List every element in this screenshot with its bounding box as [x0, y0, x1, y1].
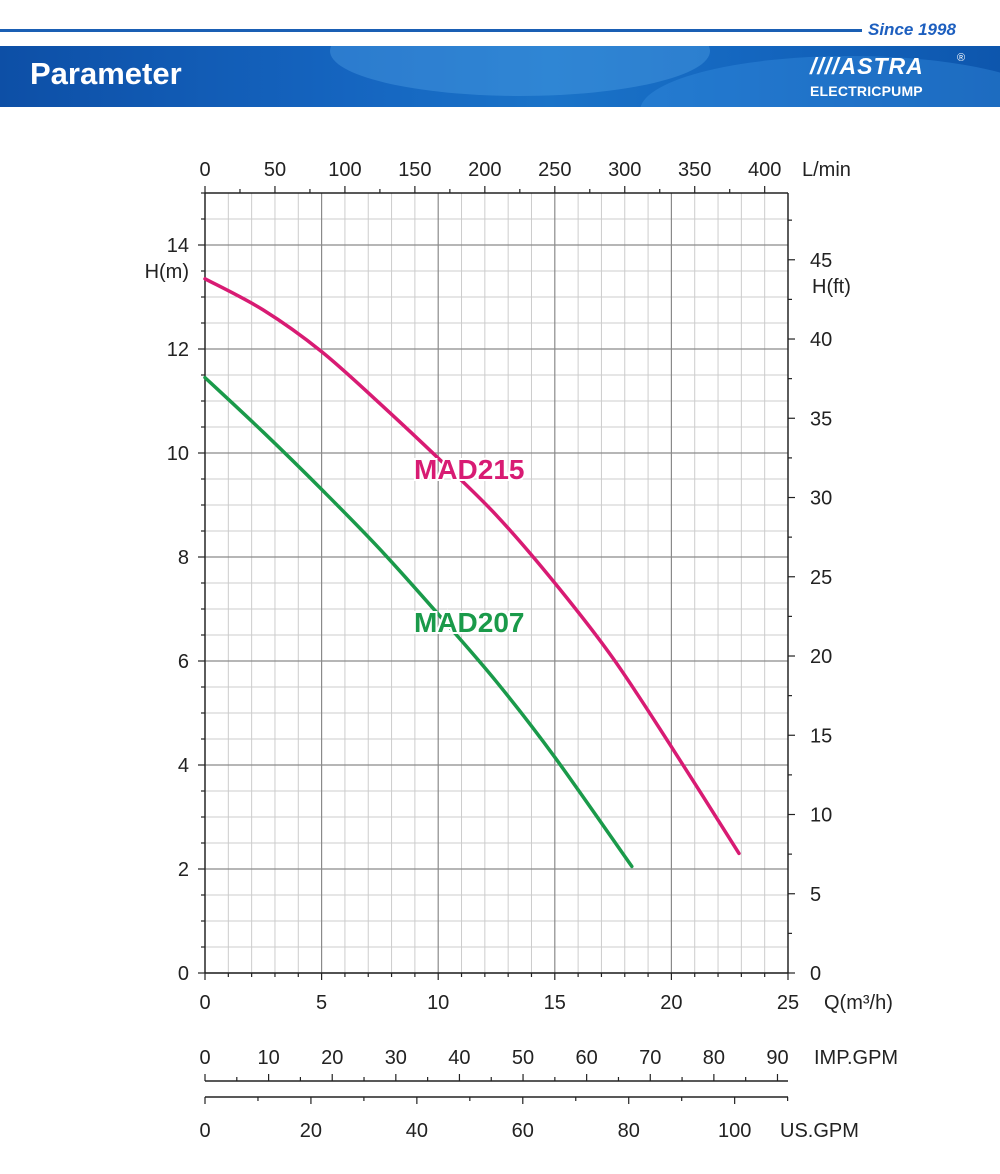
series-line-mad215 — [203, 277, 741, 856]
us-gpm-tick-label: 100 — [718, 1120, 751, 1142]
right-tick-label: 35 — [810, 408, 832, 430]
x-tick-label: 10 — [427, 992, 449, 1014]
imp-gpm-tick-label: 40 — [448, 1047, 470, 1069]
logo-subtitle: ELECTRICPUMP — [810, 83, 923, 99]
right-tick-label: 30 — [810, 488, 832, 510]
y-tick-label: 12 — [167, 339, 189, 361]
top-tick-label: 250 — [538, 159, 571, 181]
y-tick-label: 2 — [178, 859, 189, 881]
y-tick-label: 0 — [178, 963, 189, 985]
right-tick-label: 0 — [810, 963, 821, 985]
header-banner: Parameter ////ASTRA ® ELECTRICPUMP — [0, 46, 1000, 107]
top-tick-label: 400 — [748, 159, 781, 181]
page-title: Parameter — [30, 56, 182, 91]
x-tick-label: 15 — [544, 992, 566, 1014]
imp-gpm-tick-label: 0 — [199, 1047, 210, 1069]
right-tick-label: 10 — [810, 805, 832, 827]
x-tick-label: 25 — [777, 992, 799, 1014]
us-gpm-axis-title: US.GPM — [780, 1120, 859, 1142]
header-rule — [0, 29, 862, 32]
top-tick-label: 300 — [608, 159, 641, 181]
y-tick-label: 10 — [167, 443, 189, 465]
x-axis-title: Q(m³/h) — [824, 992, 893, 1014]
registered-mark: ® — [957, 52, 966, 64]
top-tick-label: 0 — [199, 159, 210, 181]
x-tick-label: 20 — [660, 992, 682, 1014]
imp-gpm-tick-label: 70 — [639, 1047, 661, 1069]
brand-logo: ////ASTRA ® ELECTRICPUMP — [810, 52, 970, 103]
imp-gpm-tick-label: 30 — [385, 1047, 407, 1069]
imp-gpm-tick-label: 80 — [703, 1047, 725, 1069]
imp-gpm-tick-label: 20 — [321, 1047, 343, 1069]
us-gpm-tick-label: 60 — [512, 1120, 534, 1142]
series-label-mad207: MAD207 — [414, 607, 524, 638]
top-tick-label: 150 — [398, 159, 431, 181]
imp-gpm-tick-label: 90 — [766, 1047, 788, 1069]
right-tick-label: 45 — [810, 250, 832, 272]
right-tick-label: 15 — [810, 725, 832, 747]
y-tick-label: 8 — [178, 547, 189, 569]
x-tick-label: 0 — [199, 992, 210, 1014]
right-tick-label: 25 — [810, 567, 832, 589]
y-tick-label: 14 — [167, 235, 189, 257]
right-tick-label: 20 — [810, 646, 832, 668]
top-tick-label: 50 — [264, 159, 286, 181]
top-axis-title: L/min — [802, 159, 851, 181]
series-label-mad215: MAD215 — [414, 454, 524, 485]
x-tick-label: 5 — [316, 992, 327, 1014]
minor-grid — [205, 192, 788, 973]
imp-gpm-tick-label: 10 — [257, 1047, 279, 1069]
top-tick-label: 350 — [678, 159, 711, 181]
imp-gpm-tick-label: 60 — [576, 1047, 598, 1069]
right-axis-title: H(ft) — [812, 276, 851, 298]
since-label: Since 1998 — [868, 20, 956, 39]
top-tick-label: 100 — [328, 159, 361, 181]
right-tick-label: 5 — [810, 884, 821, 906]
y-tick-label: 6 — [178, 651, 189, 673]
y-tick-label: 4 — [178, 755, 189, 777]
series-line-mad207 — [203, 375, 634, 869]
us-gpm-tick-label: 0 — [199, 1120, 210, 1142]
logo-wordmark: ////ASTRA — [810, 53, 924, 79]
us-gpm-tick-label: 80 — [618, 1120, 640, 1142]
y-axis-title: H(m) — [145, 261, 189, 283]
us-gpm-tick-label: 20 — [300, 1120, 322, 1142]
axes — [198, 186, 795, 1104]
imp-gpm-tick-label: 50 — [512, 1047, 534, 1069]
series-lines — [203, 277, 741, 869]
right-tick-label: 40 — [810, 329, 832, 351]
imp-gpm-axis-title: IMP.GPM — [814, 1047, 898, 1069]
us-gpm-tick-label: 40 — [406, 1120, 428, 1142]
top-tick-label: 200 — [468, 159, 501, 181]
